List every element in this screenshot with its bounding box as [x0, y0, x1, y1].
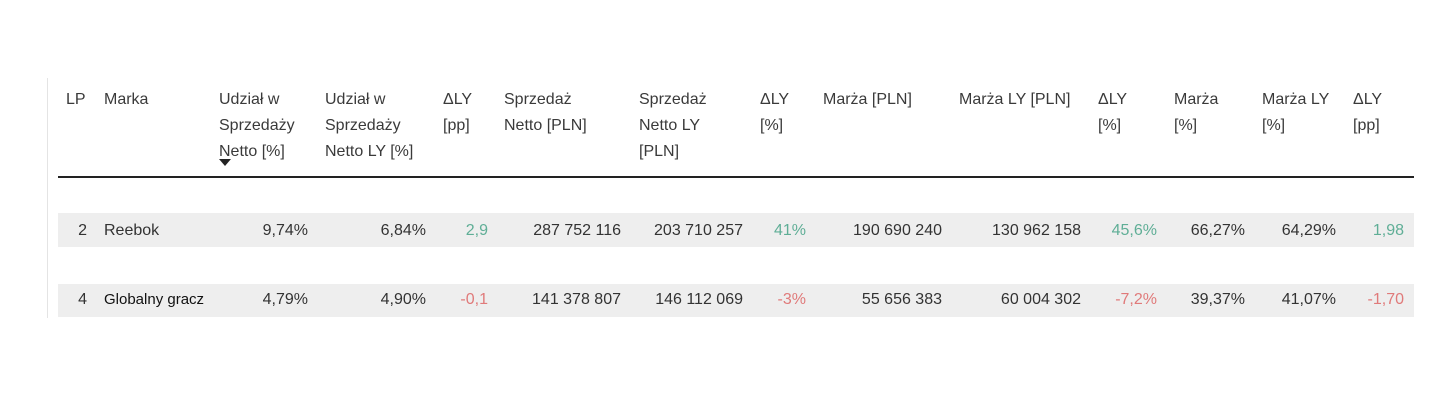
header-divider [58, 176, 1414, 178]
column-header: Netto [%] [219, 143, 285, 160]
table-cell: 146 112 069 [655, 291, 743, 308]
column-header: Sprzedaży [219, 117, 295, 134]
column-header: [%] [760, 117, 784, 134]
row-background [58, 284, 1414, 317]
table-cell: 2,9 [465, 222, 488, 239]
table-cell: 66,27% [1190, 222, 1245, 239]
table-cell: 41% [773, 222, 806, 239]
column-header: Marża LY [PLN] [959, 91, 1071, 108]
table-cell: 64,29% [1281, 222, 1336, 239]
column-header: Udział w [325, 91, 386, 108]
column-header: LP [66, 91, 86, 108]
table-cell: 6,84% [380, 222, 426, 239]
table-cell: 9,74% [262, 222, 308, 239]
column-header: Udział w [219, 91, 280, 108]
column-header: ΔLY [1353, 91, 1383, 108]
left-border [47, 78, 48, 318]
table-cell: -7,2% [1115, 291, 1157, 308]
column-header: Marża [PLN] [823, 91, 912, 108]
sort-arrow [219, 159, 231, 166]
column-header: [%] [1098, 117, 1122, 134]
column-header: Sprzedaż [639, 91, 707, 108]
column-header: [%] [1174, 117, 1198, 134]
column-header: Netto [PLN] [504, 117, 587, 134]
table-cell: 4,79% [262, 291, 308, 308]
table-cell: 55 656 383 [861, 291, 942, 308]
column-header: ΔLY [760, 91, 790, 108]
table-cell: -0,1 [460, 291, 488, 308]
column-header: ΔLY [443, 91, 473, 108]
column-header: [pp] [443, 117, 470, 134]
table-cell: 190 690 240 [853, 222, 942, 239]
table-cell: -1,70 [1367, 291, 1404, 308]
row-background [58, 213, 1414, 247]
column-header: Marka [104, 91, 149, 108]
column-header: [%] [1262, 117, 1286, 134]
table-cell: 130 962 158 [992, 222, 1081, 239]
brand-name: Globalny gracz [104, 291, 205, 308]
table-cell: 45,6% [1111, 222, 1157, 239]
table-cell: -3% [777, 291, 806, 308]
table-cell: 203 710 257 [654, 222, 743, 239]
column-header: [pp] [1353, 117, 1380, 134]
column-header: Netto LY [%] [325, 143, 414, 160]
column-header: Marża LY [1262, 91, 1330, 108]
table-cell: 4 [78, 291, 87, 308]
table-cell: 2 [78, 222, 87, 239]
table-cell: 39,37% [1190, 291, 1245, 308]
column-header: Sprzedaż [504, 91, 572, 108]
column-header: [PLN] [639, 143, 680, 160]
table-cell: 4,90% [380, 291, 426, 308]
brand-name: Reebok [104, 222, 160, 239]
column-header: ΔLY [1098, 91, 1128, 108]
table-cell: 60 004 302 [1000, 291, 1081, 308]
column-header: Netto LY [639, 117, 701, 134]
column-header: Sprzedaży [325, 117, 401, 134]
table-cell: 141 378 807 [532, 291, 621, 308]
table-cell: 1,98 [1372, 222, 1404, 239]
table-cell: 41,07% [1281, 291, 1336, 308]
column-header: Marża [1174, 91, 1219, 108]
table-cell: 287 752 116 [533, 222, 621, 239]
